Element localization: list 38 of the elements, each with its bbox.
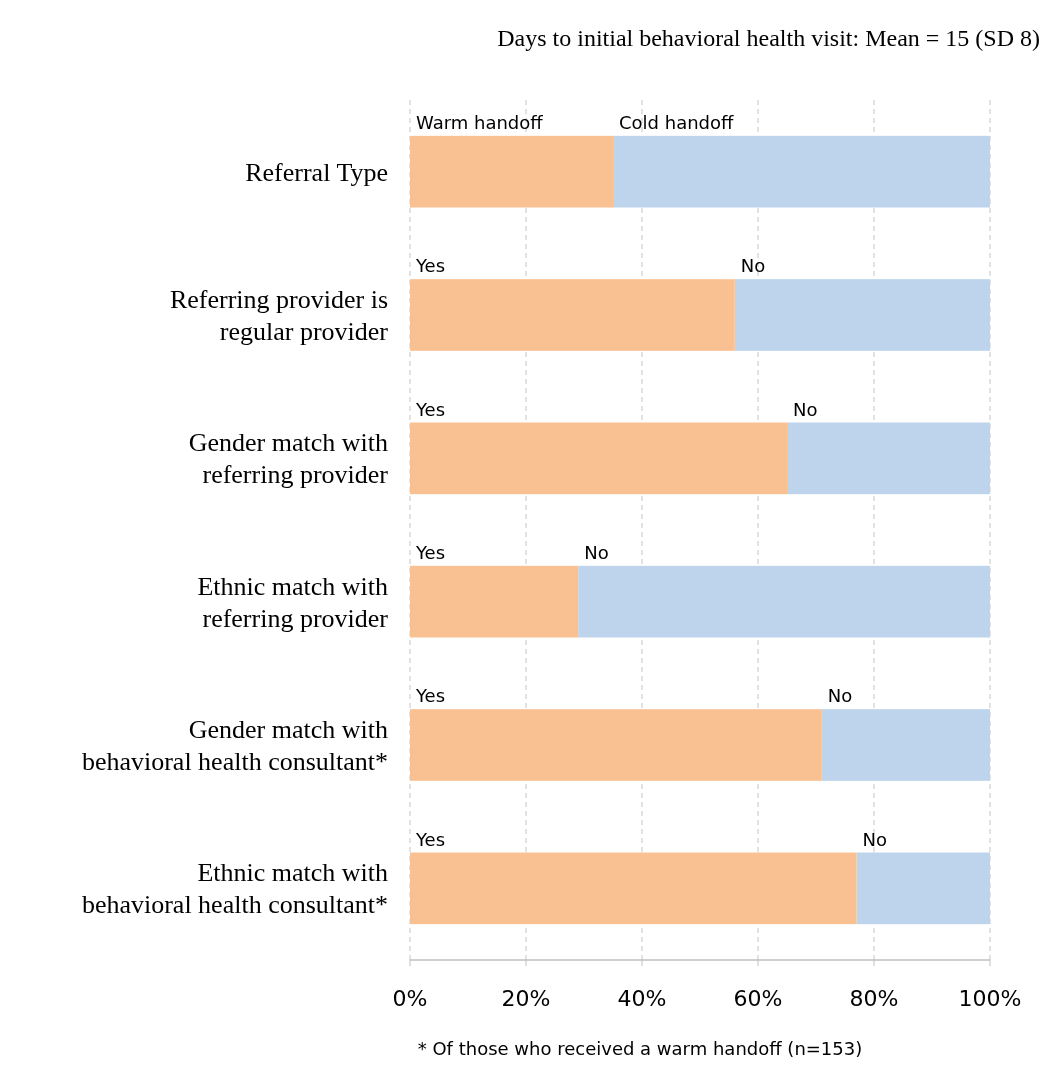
x-tick-label: 100% (958, 986, 1022, 1011)
x-tick-label: 60% (733, 986, 783, 1011)
bar (410, 852, 857, 925)
x-tick-label: 0% (392, 986, 428, 1011)
y-tick-label: Ethnic match with referring provider (197, 571, 389, 633)
annotation: Yes (415, 541, 446, 563)
annotation: Yes (415, 398, 446, 420)
annotation: Warm handoff (416, 111, 544, 133)
bar (410, 279, 735, 351)
bar (410, 422, 787, 495)
y-tick-label: Ethnic match with behavioral health consultant* (81, 858, 388, 920)
bar (410, 135, 613, 208)
annotation: Yes (415, 255, 446, 277)
annotation: No (827, 685, 853, 707)
x-tick-label: 40% (617, 986, 667, 1011)
bar (410, 565, 579, 638)
annotation: No (793, 398, 818, 420)
bar (613, 135, 990, 208)
bar (734, 279, 990, 351)
bar (787, 422, 990, 495)
annotation: Yes (415, 828, 446, 850)
annotation: No (584, 541, 609, 563)
y-tick-label: Referral Type (245, 157, 388, 187)
bar (856, 852, 990, 925)
bar (578, 565, 990, 638)
x-tick-label: 80% (849, 986, 899, 1011)
text: * Of those who received a warm handoff (n=153) (417, 1038, 863, 1059)
y-tick-label: Gender match with behavioral health consultant* (81, 715, 388, 776)
annotation: No (740, 255, 766, 277)
annotation: Yes (415, 685, 446, 707)
annotation: Cold handoff (619, 111, 735, 133)
chart-title: Days to initial behavioral health visit: Mean = 15 (SD 8) (497, 25, 1040, 51)
y-tick-label: Referring provider is regular provider (169, 285, 389, 346)
y-tick-label: Gender match with referring provider (188, 428, 389, 490)
annotation: No (862, 828, 888, 850)
bar (410, 709, 822, 781)
x-tick-label: 20% (501, 986, 551, 1011)
bar (821, 709, 990, 781)
